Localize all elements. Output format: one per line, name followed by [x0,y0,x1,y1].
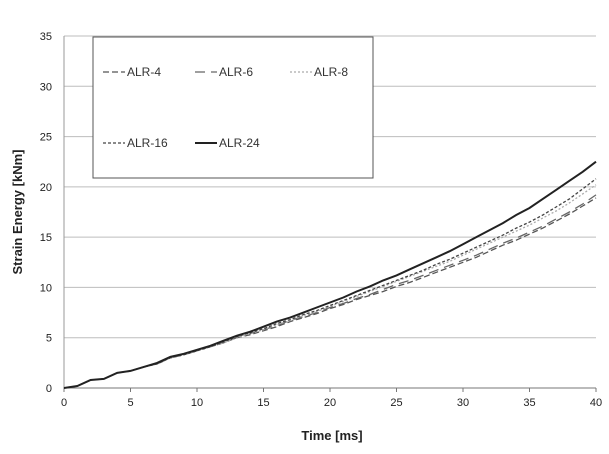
x-tick-label-40: 40 [590,397,602,409]
legend-label-alr-16: ALR-16 [127,136,168,150]
x-tick-label-5: 5 [127,397,133,409]
y-tick-label-10: 10 [40,282,52,294]
series-lines [63,160,597,389]
x-axis-title: Time [ms] [301,428,362,443]
y-tick-label-5: 5 [46,333,52,345]
y-axis-title: Strain Energy [kNm] [10,150,25,275]
legend-box [92,36,374,179]
y-tick-label-30: 30 [40,81,52,93]
y-tick-labels: 0 5 10 15 20 25 30 35 [40,31,52,395]
y-tick-label-15: 15 [40,232,52,244]
x-tick-label-35: 35 [523,397,535,409]
x-tick-label-0: 0 [61,397,67,409]
legend-label-alr-4: ALR-4 [127,65,161,79]
y-tick-label-0: 0 [46,383,52,395]
y-tick-label-20: 20 [40,182,52,194]
x-tick-label-20: 20 [324,397,336,409]
series-line-alr-4 [63,197,597,389]
y-tick-label-35: 35 [40,31,52,43]
y-tick-label-25: 25 [40,132,52,144]
legend: ALR-4 ALR-6 ALR-8 ALR-16 ALR-24 [92,36,374,179]
x-tick-label-25: 25 [390,397,402,409]
x-tick-label-10: 10 [191,397,203,409]
legend-label-alr-8: ALR-8 [314,65,348,79]
x-tick-labels: 0 5 10 15 20 25 30 35 40 [61,397,602,409]
x-tick-label-15: 15 [257,397,269,409]
series-line-alr-16 [63,178,597,389]
series-line-alr-24 [63,160,597,389]
legend-label-alr-6: ALR-6 [219,65,253,79]
legend-label-alr-24: ALR-24 [219,136,260,150]
x-tick-label-30: 30 [457,397,469,409]
axes [63,36,597,392]
series-line-alr-6 [63,194,597,389]
